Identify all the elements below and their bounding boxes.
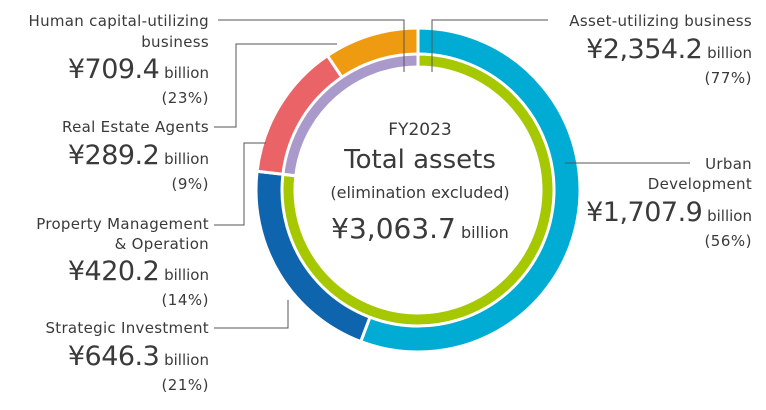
label-property-name-1: Property Management — [36, 215, 209, 233]
label-property-amount: ¥420.2 — [67, 256, 160, 287]
label-urban-unit: billion — [707, 207, 752, 225]
center-year: FY2023 — [388, 120, 452, 140]
label-human-percent: (23%) — [161, 89, 209, 107]
label-human: Human capital-utilizing business ¥709.4 … — [28, 14, 209, 106]
center-title: Total assets — [344, 145, 496, 175]
label-strategic-percent: (21%) — [161, 376, 209, 394]
center-total: ¥3,063.7 billion — [331, 212, 509, 245]
label-urban-percent: (56%) — [704, 232, 752, 250]
label-realestate-percent: (9%) — [171, 175, 209, 193]
label-asset-unit: billion — [707, 44, 752, 62]
label-asset: Asset-utilizing business ¥2,354.2 billio… — [569, 14, 752, 86]
label-property-percent: (14%) — [161, 291, 209, 309]
label-urban-amount: ¥1,707.9 — [586, 197, 703, 228]
label-human-name-2: business — [141, 33, 209, 51]
label-realestate-amount: ¥289.2 — [67, 140, 160, 171]
label-human-amount: ¥709.4 — [67, 54, 160, 85]
label-human-unit: billion — [164, 64, 209, 82]
leader-human — [218, 19, 405, 72]
label-urban-name-1: Urban — [705, 155, 752, 173]
label-property: Property Management & Operation ¥420.2 b… — [36, 217, 209, 308]
label-realestate: Real Estate Agents ¥289.2 billion (9%) — [62, 120, 209, 192]
center-subtitle: (elimination excluded) — [330, 183, 510, 202]
label-property-unit: billion — [164, 266, 209, 284]
label-strategic-name: Strategic Investment — [45, 319, 209, 337]
leader-asset — [431, 19, 548, 72]
label-asset-amount: ¥2,354.2 — [586, 34, 703, 65]
label-asset-name: Asset-utilizing business — [569, 12, 752, 30]
label-asset-percent: (77%) — [704, 69, 752, 87]
leader-property — [214, 142, 266, 226]
label-human-name-1: Human capital-utilizing — [28, 12, 209, 30]
label-realestate-name: Real Estate Agents — [62, 118, 209, 136]
label-realestate-unit: billion — [164, 150, 209, 168]
label-strategic-amount: ¥646.3 — [67, 341, 160, 372]
label-urban-name-2: Development — [647, 175, 752, 193]
leader-strategic — [214, 300, 289, 329]
label-urban: Urban Development ¥1,707.9 billion (56%) — [586, 157, 752, 249]
label-property-name-2: & Operation — [114, 235, 209, 253]
leader-realestate — [214, 43, 337, 128]
label-strategic-unit: billion — [164, 351, 209, 369]
label-strategic: Strategic Investment ¥646.3 billion (21%… — [45, 321, 209, 393]
leader-lines — [214, 19, 690, 329]
